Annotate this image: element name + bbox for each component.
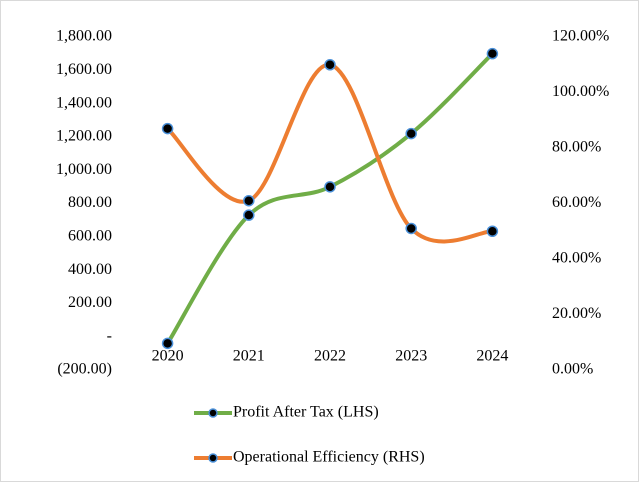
x-tick-label: 2024 [476, 347, 508, 364]
point-marker [324, 59, 336, 71]
y-tick-label: (200.00) [57, 361, 112, 378]
x-tick-label: 2022 [314, 347, 346, 364]
point-marker [243, 209, 255, 221]
x-tick-label: 2020 [152, 347, 184, 364]
point-marker [486, 47, 499, 60]
x-tick-label: 2023 [395, 347, 427, 364]
y-tick-label: 1,600.00 [56, 61, 112, 78]
point-marker [405, 222, 417, 235]
y-tick-label: 1,800.00 [56, 28, 112, 45]
y-tick-label: - [107, 327, 112, 344]
y2-tick-label: 20.00% [552, 305, 601, 322]
y2-tick-label: 120.00% [552, 28, 609, 45]
legend-marker [208, 453, 218, 463]
y-tick-label: 1,200.00 [56, 128, 112, 145]
point-marker [243, 194, 255, 207]
point-marker [486, 225, 499, 237]
y-tick-label: 800.00 [68, 194, 112, 211]
y2-tick-label: 40.00% [552, 250, 601, 267]
y2-tick-label: 100.00% [552, 83, 609, 100]
x-tick-label: 2021 [233, 347, 265, 364]
legend-label: Profit After Tax (LHS) [233, 404, 379, 421]
y2-tick-label: 60.00% [552, 194, 601, 211]
legend-label: Operational Efficiency (RHS) [233, 449, 425, 466]
point-marker [405, 127, 417, 140]
point-marker [161, 337, 174, 350]
y-tick-label: 600.00 [68, 227, 112, 244]
legend-marker [208, 408, 218, 418]
y-tick-label: 1,400.00 [56, 94, 112, 111]
y2-tick-label: 80.00% [552, 139, 601, 156]
y2-tick-label: 0.00% [552, 361, 593, 378]
point-marker [161, 122, 174, 135]
point-marker [324, 181, 336, 193]
y-tick-label: 200.00 [68, 294, 112, 311]
y-tick-label: 1,000.00 [56, 161, 112, 178]
y-tick-label: 400.00 [68, 261, 112, 278]
